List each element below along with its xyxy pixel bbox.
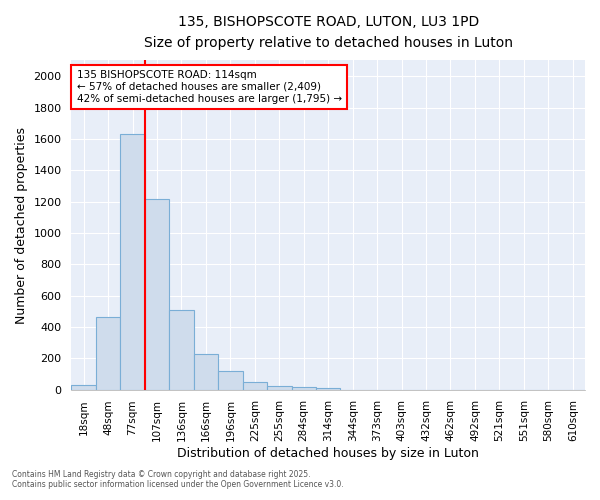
Bar xyxy=(71,385,96,390)
Text: Contains HM Land Registry data © Crown copyright and database right 2025.
Contai: Contains HM Land Registry data © Crown c… xyxy=(12,470,344,489)
Bar xyxy=(169,310,194,390)
Title: 135, BISHOPSCOTE ROAD, LUTON, LU3 1PD
Size of property relative to detached hous: 135, BISHOPSCOTE ROAD, LUTON, LU3 1PD Si… xyxy=(144,15,513,50)
Bar xyxy=(96,316,121,390)
Bar xyxy=(242,382,267,390)
Bar xyxy=(292,387,316,390)
Bar xyxy=(218,371,242,390)
Bar xyxy=(145,199,169,390)
Bar xyxy=(194,354,218,390)
Text: 135 BISHOPSCOTE ROAD: 114sqm
← 57% of detached houses are smaller (2,409)
42% of: 135 BISHOPSCOTE ROAD: 114sqm ← 57% of de… xyxy=(77,70,341,104)
Bar xyxy=(121,134,145,390)
X-axis label: Distribution of detached houses by size in Luton: Distribution of detached houses by size … xyxy=(177,447,479,460)
Bar xyxy=(267,386,292,390)
Bar xyxy=(316,388,340,390)
Y-axis label: Number of detached properties: Number of detached properties xyxy=(15,126,28,324)
